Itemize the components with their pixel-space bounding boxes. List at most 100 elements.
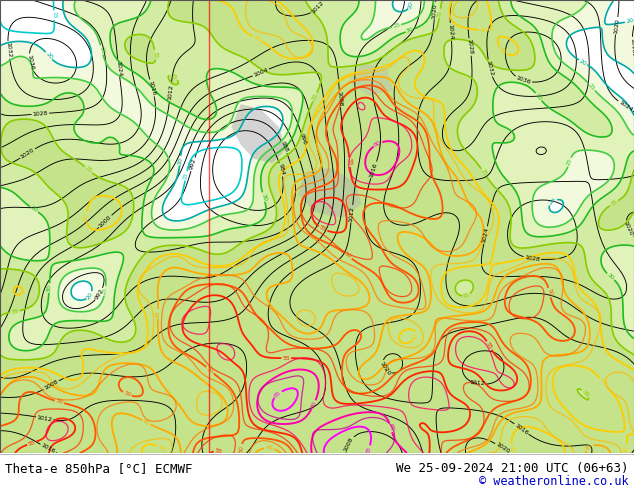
Text: 1036: 1036: [26, 54, 34, 70]
Text: 55: 55: [282, 356, 290, 361]
Text: 55: 55: [27, 440, 36, 447]
Text: 1008: 1008: [337, 91, 343, 106]
Text: 1012: 1012: [167, 84, 174, 100]
Text: 1016: 1016: [148, 80, 157, 96]
Text: 35: 35: [169, 73, 179, 81]
Text: 50: 50: [238, 444, 244, 453]
Text: 1020: 1020: [432, 2, 438, 19]
Text: 40: 40: [624, 444, 630, 453]
Text: 1004: 1004: [252, 67, 269, 78]
Text: 1024: 1024: [618, 99, 633, 113]
Text: 1020: 1020: [378, 361, 391, 376]
Text: 1020: 1020: [20, 147, 36, 160]
Text: 1020: 1020: [623, 221, 634, 237]
Text: 35: 35: [437, 9, 443, 18]
Text: 20: 20: [86, 291, 94, 300]
Text: 35: 35: [152, 50, 158, 59]
Text: 60: 60: [309, 400, 318, 409]
Text: 55: 55: [318, 225, 327, 233]
Text: 40: 40: [598, 377, 607, 387]
Text: 35: 35: [480, 168, 488, 177]
Text: 60: 60: [373, 140, 382, 148]
Text: 55: 55: [485, 341, 493, 350]
Text: 1020: 1020: [613, 18, 620, 34]
Text: 1032: 1032: [5, 42, 11, 58]
Polygon shape: [349, 64, 393, 95]
Text: 1012: 1012: [349, 206, 355, 222]
Text: 40: 40: [479, 27, 488, 33]
Text: 15: 15: [183, 172, 190, 180]
Text: 992: 992: [189, 158, 197, 171]
Text: 35: 35: [609, 199, 619, 207]
Text: 25: 25: [392, 23, 401, 29]
Text: 1012: 1012: [37, 415, 53, 422]
Text: 20: 20: [548, 197, 557, 206]
Text: 25: 25: [566, 158, 573, 167]
Text: 40: 40: [412, 332, 419, 341]
Text: 30: 30: [534, 92, 543, 101]
Text: 50: 50: [205, 366, 214, 375]
Text: 35: 35: [311, 93, 319, 101]
Text: 40: 40: [363, 67, 371, 74]
Text: 20: 20: [408, 0, 414, 9]
Text: 992: 992: [94, 288, 105, 300]
Text: 1020: 1020: [495, 442, 510, 455]
Text: 40: 40: [84, 213, 89, 220]
Text: 50: 50: [123, 391, 132, 398]
Text: 1012: 1012: [311, 0, 325, 15]
Text: We 25-09-2024 21:00 UTC (06+63): We 25-09-2024 21:00 UTC (06+63): [396, 462, 629, 475]
Text: 35: 35: [581, 389, 590, 398]
Text: 20: 20: [44, 51, 53, 60]
Text: 45: 45: [141, 418, 151, 426]
Text: 15: 15: [51, 11, 56, 19]
Text: 50: 50: [546, 288, 553, 297]
Text: 988: 988: [280, 141, 289, 153]
Text: 40: 40: [509, 444, 515, 453]
Text: 50: 50: [55, 398, 64, 405]
Text: 1008: 1008: [43, 379, 59, 391]
Text: 1008: 1008: [343, 436, 354, 452]
Text: 1032: 1032: [486, 60, 494, 76]
Text: 40: 40: [498, 47, 507, 55]
Text: 1028: 1028: [467, 39, 474, 55]
Text: 984: 984: [277, 163, 285, 176]
Text: 20: 20: [625, 18, 634, 24]
Text: 30: 30: [606, 272, 615, 281]
Text: 1012: 1012: [469, 381, 485, 387]
Text: 1024: 1024: [482, 227, 489, 243]
Text: 35: 35: [11, 308, 19, 315]
Text: 45: 45: [155, 310, 160, 318]
Text: 1028: 1028: [32, 111, 48, 117]
Text: 25: 25: [98, 46, 105, 54]
Text: 65: 65: [366, 446, 372, 454]
Text: 55: 55: [347, 158, 353, 166]
Text: 996: 996: [299, 133, 307, 146]
Text: 40: 40: [157, 444, 165, 453]
Text: 55: 55: [214, 448, 223, 454]
Text: 65: 65: [273, 390, 282, 399]
Text: 50: 50: [343, 251, 353, 260]
Text: 25: 25: [102, 287, 108, 295]
Text: 1016: 1016: [629, 38, 634, 53]
Text: 30: 30: [29, 205, 39, 214]
Text: 45: 45: [265, 445, 273, 451]
Text: 1016: 1016: [514, 422, 529, 436]
Text: 30: 30: [260, 193, 267, 201]
Text: 20: 20: [578, 58, 588, 67]
Text: Theta-e 850hPa [°C] ECMWF: Theta-e 850hPa [°C] ECMWF: [5, 462, 193, 475]
Text: 25: 25: [587, 82, 596, 92]
Polygon shape: [298, 168, 361, 218]
Text: 20: 20: [178, 156, 183, 165]
Text: 1028: 1028: [524, 255, 540, 262]
Text: 30: 30: [406, 26, 415, 34]
Text: 1024: 1024: [448, 24, 454, 40]
Text: 45: 45: [585, 443, 594, 452]
Text: 35: 35: [84, 165, 93, 174]
Polygon shape: [231, 104, 285, 163]
Text: 60: 60: [387, 423, 394, 432]
Text: © weatheronline.co.uk: © weatheronline.co.uk: [479, 475, 629, 488]
Text: 35: 35: [461, 292, 470, 299]
Text: 1036: 1036: [515, 75, 532, 85]
Text: 30: 30: [46, 284, 52, 292]
Text: 1016: 1016: [40, 443, 56, 455]
